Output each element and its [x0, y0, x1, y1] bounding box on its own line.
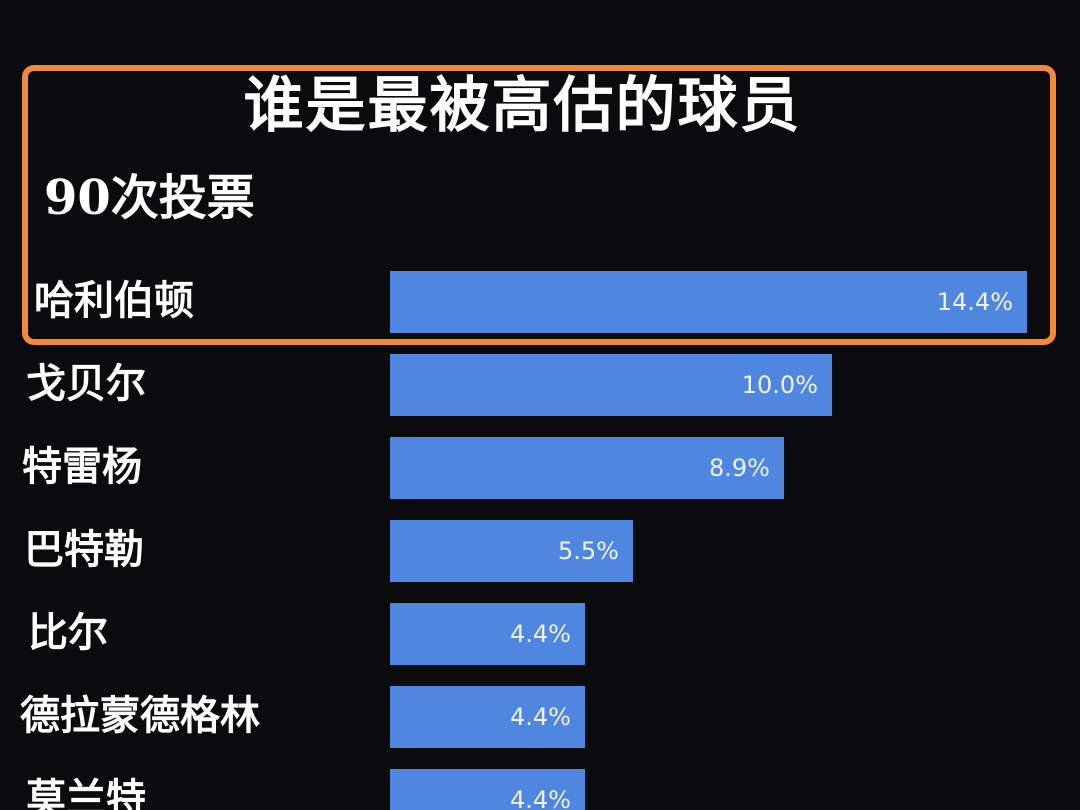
bar-value-label: 4.4%: [510, 786, 571, 810]
category-label: 巴特勒: [24, 526, 144, 573]
bar: [390, 769, 585, 810]
bar: [390, 520, 633, 582]
bar-value-label: 10.0%: [741, 371, 818, 399]
category-label: 哈利伯顿: [34, 277, 194, 324]
bar: [390, 271, 1027, 333]
chart-title: 谁是最被高估的球员: [243, 71, 802, 141]
bar: [390, 686, 585, 748]
bar-value-label: 14.4%: [936, 288, 1013, 316]
bar: [390, 354, 832, 416]
category-label: 德拉蒙德格林: [20, 692, 260, 739]
bar-value-label: 8.9%: [709, 454, 770, 482]
bar-value-label: 4.4%: [510, 703, 571, 731]
bar: [390, 437, 784, 499]
chart-subtitle: 90次投票: [44, 170, 255, 226]
category-label: 戈贝尔: [26, 360, 146, 407]
category-label: 莫兰特: [26, 775, 146, 810]
bar-value-label: 5.5%: [558, 537, 619, 565]
bar: [390, 603, 585, 665]
category-label: 比尔: [28, 609, 108, 656]
bar-value-label: 4.4%: [510, 620, 571, 648]
category-label: 特雷杨: [22, 443, 142, 490]
